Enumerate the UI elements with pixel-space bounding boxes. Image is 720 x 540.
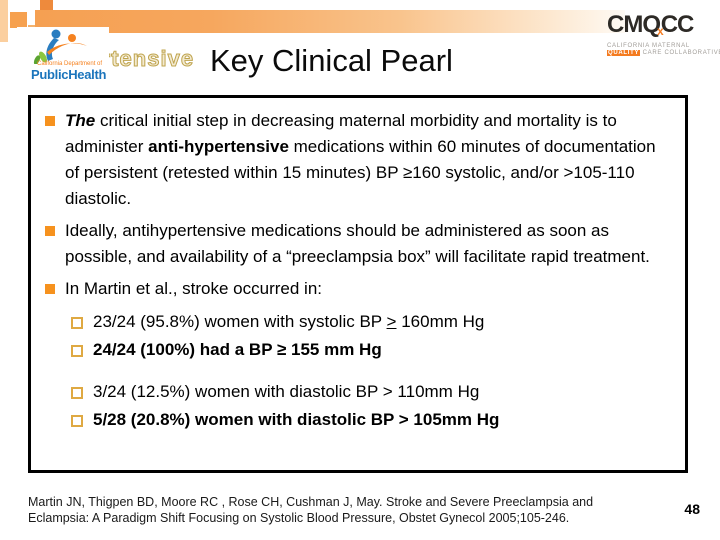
content-box: The critical initial step in decreasing … — [28, 95, 688, 473]
citation-line-1: Martin JN, Thigpen BD, Moore RC , Rose C… — [28, 495, 594, 509]
bullet-item: In Martin et al., stroke occurred in: — [31, 276, 671, 302]
bullet-square-icon — [45, 116, 55, 126]
cmqcc-x-mark: x — [657, 24, 664, 38]
bullet-text: 24/24 (100%) had a BP ≥ 155 mm Hg — [93, 340, 382, 359]
cmqcc-logo: CMQxCC CALIFORNIA MATERNAL QUALITY CARE … — [607, 11, 720, 57]
cdph-figures-icon — [33, 29, 87, 64]
header-gradient-bar — [35, 10, 625, 33]
cmqcc-tagline-line2: QUALITY CARE COLLABORATIVE — [607, 50, 720, 56]
sub-bullet-square-icon — [71, 317, 83, 329]
bullet-text: Ideally, antihypertensive medications sh… — [65, 221, 650, 266]
page-number: 48 — [684, 501, 700, 517]
sub-bullet-square-icon — [71, 387, 83, 399]
slide-title: Key Clinical Pearl — [210, 43, 453, 78]
citation-line-2: Eclampsia: A Paradigm Shift Focusing on … — [28, 511, 570, 525]
citation: Martin JN, Thigpen BD, Moore RC , Rose C… — [28, 494, 678, 526]
bullet-item: The critical initial step in decreasing … — [31, 108, 671, 212]
decor-square-large — [10, 12, 27, 28]
sub-bullet-item: 23/24 (95.8%) women with systolic BP > 1… — [31, 308, 671, 336]
cmqcc-quality-highlight: QUALITY — [607, 50, 641, 56]
bullet-text: In Martin et al., stroke occurred in: — [65, 279, 322, 298]
sub-bullet-item: 5/28 (20.8%) women with diastolic BP > 1… — [31, 406, 671, 434]
left-accent-bar — [0, 0, 8, 42]
bullet-list: The critical initial step in decreasing … — [31, 108, 671, 434]
decor-square-dark — [40, 0, 53, 11]
cdph-logo: California Department of PublicHealth — [17, 27, 109, 87]
sub-bullet-item: 3/24 (12.5%) women with diastolic BP > 1… — [31, 378, 671, 406]
bullet-text: 5/28 (20.8%) women with diastolic BP > 1… — [93, 410, 500, 429]
cmqcc-acronym: CMQxCC — [607, 11, 694, 39]
bullet-text: 3/24 (12.5%) women with diastolic BP > 1… — [93, 382, 480, 401]
sub-bullet-item: 24/24 (100%) had a BP ≥ 155 mm Hg — [31, 336, 671, 364]
bullet-text: 23/24 (95.8%) women with systolic BP > 1… — [93, 312, 485, 331]
cmqcc-tagline-line1: CALIFORNIA MATERNAL — [607, 43, 690, 49]
cdph-department-line: California Department of — [37, 61, 103, 67]
sub-bullet-square-icon — [71, 345, 83, 357]
sub-bullet-square-icon — [71, 415, 83, 427]
bullet-square-icon — [45, 284, 55, 294]
bullet-square-icon — [45, 226, 55, 236]
bullet-text: The critical initial step in decreasing … — [65, 111, 656, 208]
cdph-name: PublicHealth — [31, 67, 107, 82]
bullet-item: Ideally, antihypertensive medications sh… — [31, 218, 671, 270]
